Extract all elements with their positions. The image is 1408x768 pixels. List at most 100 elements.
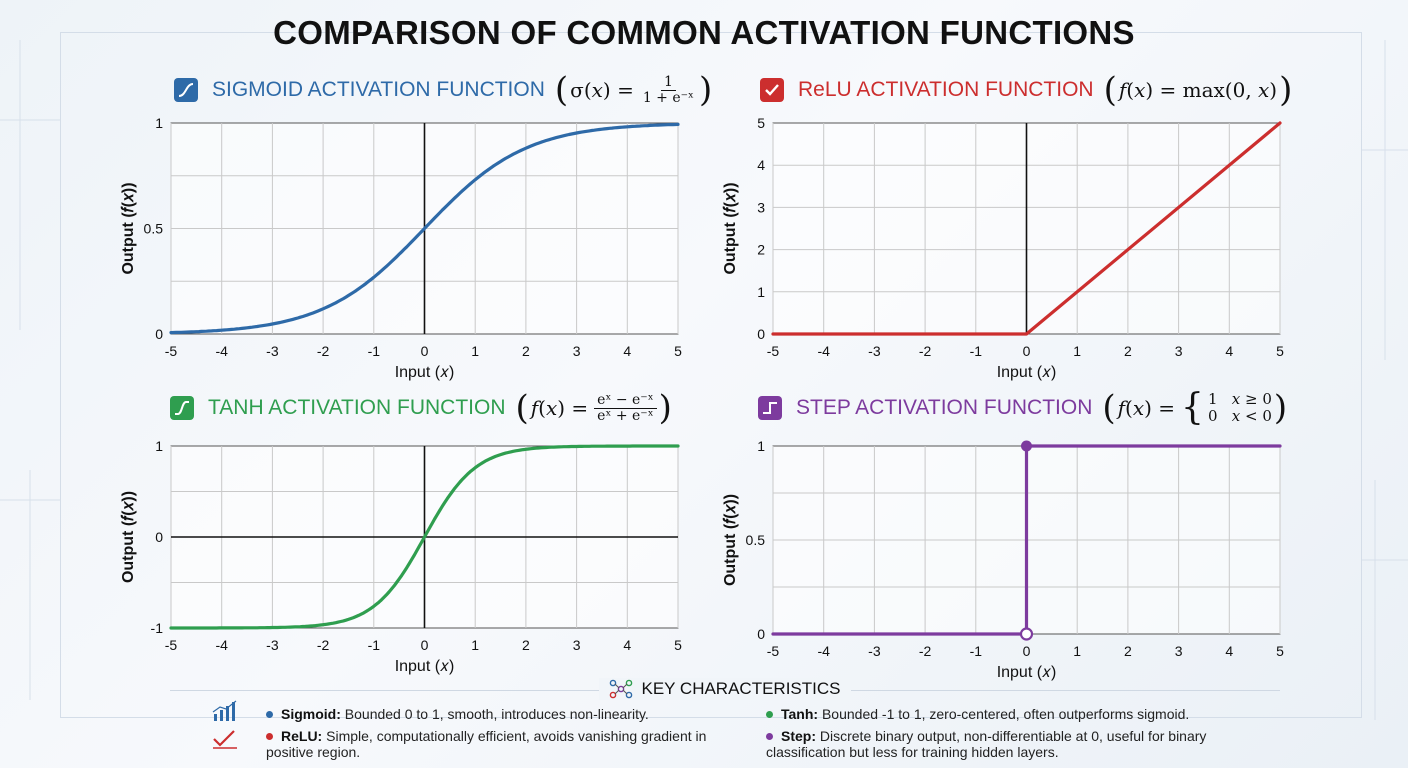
sigmoid-x-tick-label: 1 [471,343,479,359]
sigmoid-y-axis-label: Output (𝑓(𝑥)) [120,182,137,274]
key-item-tanh: Tanh: Bounded -1 to 1, zero-centered, of… [766,706,1276,722]
relu-title-text: ReLU ACTIVATION FUNCTION [798,78,1094,101]
tanh-formula-lhs: 𝑓(𝑥) = [530,396,589,420]
tanh-y-tick-label: -1 [151,620,164,636]
sigmoid-x-axis-label: Input (𝑥) [395,364,455,381]
relu-x-tick-label: 0 [1023,343,1031,359]
step-chart-title: STEP ACTIVATION FUNCTION ( 𝑓(𝑥) = {1 𝑥 ≥… [758,390,1289,426]
tanh-chart-title: TANH ACTIVATION FUNCTION ( 𝑓(𝑥) = eˣ − e… [170,390,674,426]
tanh-x-tick-label: 3 [573,637,581,653]
step-y-tick-label: 1 [757,438,765,454]
step-closed-point [1021,440,1032,452]
sigmoid-formula-lhs: σ(𝑥) = [570,78,634,102]
sigmoid-formula-denominator: 1 + e⁻ˣ [642,89,694,106]
relu-y-tick-label: 5 [757,115,765,131]
step-formula-case-1: 1 𝑥 ≥ 0 [1207,389,1272,408]
tanh-formula-denominator: eˣ + e⁻ˣ [597,407,654,424]
tanh-series-line [169,444,680,630]
sigmoid-y-tick-label: 0.5 [144,221,164,237]
step-y-tick-label: 0 [757,626,765,642]
sigmoid-x-tick-label: 0 [421,343,429,359]
step-x-tick-label: -5 [767,643,780,659]
key-title: KEY CHARACTERISTICS [170,678,1280,700]
tanh-y-tick-label: 0 [155,529,163,545]
tanh-x-tick-label: 1 [471,637,479,653]
relu-x-tick-label: -3 [868,343,881,359]
step-formula-lhs: 𝑓(𝑥) = [1117,396,1176,420]
tanh-curve-icon [170,396,194,420]
relu-x-tick-label: -5 [767,343,780,359]
tanh-formula: ( 𝑓(𝑥) = eˣ − e⁻ˣ eˣ + e⁻ˣ ) [515,388,672,428]
key-title-text: KEY CHARACTERISTICS [641,679,841,698]
relu-chart-title: ReLU ACTIVATION FUNCTION ( 𝑓(𝑥) = max(0,… [760,72,1294,108]
tanh-y-axis-label: Output (𝑓(𝑥)) [120,491,137,583]
sigmoid-x-tick-label: -5 [165,343,178,359]
key-item-name: Tanh: [781,706,819,722]
step-formula-case-2: 0 𝑥 < 0 [1207,407,1272,425]
neural-network-icon [610,679,633,699]
tanh-formula-numerator: eˣ − e⁻ˣ [594,393,657,409]
key-item-name: Step: [781,728,816,744]
tanh-x-tick-label: -2 [317,637,330,653]
relu-y-tick-label: 4 [757,157,765,173]
key-item-text: Discrete binary output, non-differentiab… [766,728,1207,760]
step-x-tick-label: -4 [817,643,830,659]
step-x-axis-label: Input (𝑥) [997,664,1057,681]
step-function-icon [758,396,782,420]
step-title-text: STEP ACTIVATION FUNCTION [796,396,1093,419]
step-y-axis-label: Output (𝑓(𝑥)) [722,494,739,586]
key-item-step: Step: Discrete binary output, non-differ… [766,728,1266,760]
sigmoid-series-line [169,122,680,335]
relu-y-tick-label: 1 [757,284,765,300]
tanh-x-tick-label: -5 [165,637,178,653]
step-x-tick-label: -2 [919,643,932,659]
step-chart: -5 -4 -3 -2 -1 0 1 2 3 4 5 0 0.5 1 Input (𝑥) Output (𝑓(… [722,438,1284,681]
tanh-x-axis-label: Input (𝑥) [395,658,455,675]
sigmoid-x-tick-label: 2 [522,343,530,359]
tanh-x-tick-label: -1 [368,637,381,653]
sigmoid-formula-numerator: 1 [660,75,676,91]
tanh-chart: -5 -4 -3 -2 -1 0 1 2 3 4 5 -1 0 1 Input (𝑥) Output (𝑓(𝑥… [120,438,682,675]
key-item-text: Bounded -1 to 1, zero-centered, often ou… [821,706,1190,722]
checkmark-icon [760,78,784,102]
relu-y-axis-label: Output (𝑓(𝑥)) [722,182,739,274]
tanh-x-tick-label: -3 [266,637,279,653]
relu-formula: ( 𝑓(𝑥) = max(0, 𝑥) ) [1103,70,1293,110]
sigmoid-x-tick-label: 5 [674,343,682,359]
tanh-x-tick-label: -4 [215,637,228,653]
step-x-tick-label: -3 [868,643,881,659]
relu-x-tick-label: 3 [1175,343,1183,359]
step-x-tick-label: 5 [1276,643,1284,659]
relu-formula-lhs: 𝑓(𝑥) = max(0, 𝑥) [1118,78,1278,102]
step-series-line [771,444,1282,636]
bar-chart-icon [212,700,237,721]
tanh-x-tick-label: 0 [421,637,429,653]
sigmoid-x-tick-label: 4 [623,343,631,359]
tanh-x-tick-label: 2 [522,637,530,653]
sigmoid-x-tick-label: -3 [266,343,279,359]
sigmoid-chart: -5 -4 -3 -2 -1 0 1 2 3 4 5 0 0.5 1 Input (𝑥) Output (𝑓(… [120,115,682,381]
tanh-y-tick-label: 1 [155,438,163,454]
key-item-text: Simple, computationally efficient, avoid… [266,728,707,760]
step-x-tick-label: 4 [1225,643,1233,659]
relu-y-tick-label: 2 [757,242,765,258]
check-trend-icon [213,730,237,749]
relu-series-line [771,121,1282,336]
step-x-tick-label: 0 [1023,643,1031,659]
relu-x-tick-label: -1 [970,343,983,359]
sigmoid-y-tick-label: 0 [155,326,163,342]
tanh-x-tick-label: 5 [674,637,682,653]
relu-x-tick-label: -2 [919,343,932,359]
sigmoid-y-tick-label: 1 [155,115,163,131]
key-characteristics: KEY CHARACTERISTICS Sigmoid: Bounded 0 t… [170,676,1280,768]
step-y-tick-label: 0.5 [746,532,766,548]
step-x-tick-label: 3 [1175,643,1183,659]
step-x-tick-label: 1 [1073,643,1081,659]
sigmoid-curve-icon [174,78,198,102]
key-item-name: Sigmoid: [281,706,341,722]
relu-x-tick-label: 1 [1073,343,1081,359]
